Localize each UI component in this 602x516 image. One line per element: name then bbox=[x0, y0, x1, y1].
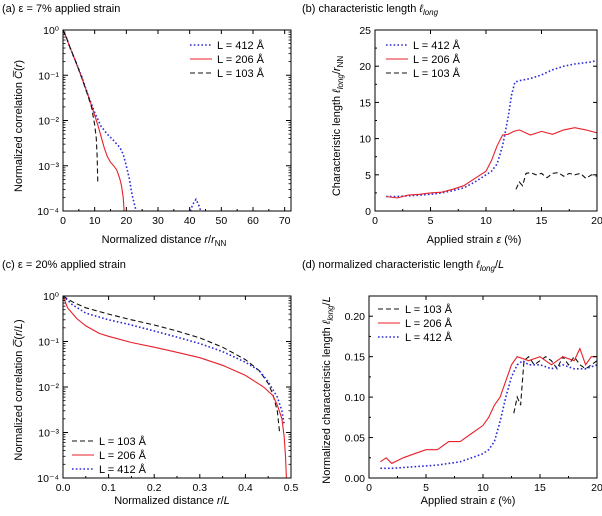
panel-c-series bbox=[63, 295, 287, 478]
panel-d-legend-label: L = 412 Å bbox=[405, 331, 453, 344]
panel-c-line-1 bbox=[63, 295, 287, 478]
panel-a-line-3 bbox=[63, 29, 99, 184]
panel-a-series bbox=[63, 29, 202, 211]
panel-d-line-2 bbox=[380, 359, 597, 470]
panel-d-line-1 bbox=[380, 347, 597, 465]
panel-c-ytick-label: 10⁻¹ bbox=[38, 337, 59, 349]
panel-b-xtick-label: 5 bbox=[428, 215, 434, 227]
panel-b-legend-label: L = 206 Å bbox=[413, 53, 461, 66]
panel-d-ytick-label: 0.20 bbox=[345, 311, 366, 323]
panel-d-xtick-label: 10 bbox=[477, 482, 489, 494]
panel-b-xtick-label: 0 bbox=[372, 215, 378, 227]
panel-d-ytick-label: 0.10 bbox=[345, 392, 366, 404]
panel-c-ytick-label: 10⁻⁴ bbox=[37, 473, 59, 485]
panel-a-ytick-label: 10⁻² bbox=[38, 116, 59, 128]
panel-c-ytick-label: 10⁻² bbox=[38, 382, 59, 394]
panel-a-xlabel: Normalized distance r/rNN bbox=[102, 234, 227, 248]
panel-c-xlabel: Normalized distance r/L bbox=[114, 495, 230, 507]
panel-d-ylabel: Normalized characteristic length ℓlong/L bbox=[321, 296, 335, 483]
panel-c-ytick-label: 10⁰ bbox=[43, 291, 60, 303]
panel-b: (b) characteristic length ℓlong Applied … bbox=[302, 3, 602, 246]
panel-d: (d) normalized characteristic length ℓlo… bbox=[302, 259, 602, 507]
panel-b-ytick-label: 5 bbox=[365, 170, 371, 182]
panel-a: (a) ε = 7% applied strain Normalized dis… bbox=[2, 3, 292, 248]
panel-c-plot: 0.0 0.1 0.2 0.3 0.4 0.5 10⁻⁴ 10⁻³ 10⁻² 10⁻¹ 10⁰ L =… bbox=[37, 291, 298, 494]
panel-d-series bbox=[380, 347, 597, 470]
panel-d-ytick-label: 0.15 bbox=[345, 352, 366, 364]
panel-a-xtick-label: 60 bbox=[247, 215, 259, 227]
panel-d-xtick-label: 20 bbox=[591, 482, 602, 494]
panel-c-line-0 bbox=[63, 295, 281, 433]
panel-a-legend-label: L = 206 Å bbox=[217, 53, 265, 66]
panel-c-ylabel: Normalized correlation C̅(r/L) bbox=[13, 319, 25, 460]
panel-b-xtick-label: 20 bbox=[591, 215, 602, 227]
panel-a-xtick-label: 10 bbox=[89, 215, 101, 227]
panel-b-line-1 bbox=[386, 127, 597, 199]
panel-b-ytick-label: 25 bbox=[359, 25, 371, 37]
panel-d-ytick-label: 0.00 bbox=[345, 473, 366, 485]
panel-a-line-1 bbox=[189, 197, 202, 211]
panel-a-line-2 bbox=[63, 29, 125, 211]
panel-d-legend-label: L = 103 Å bbox=[405, 303, 453, 316]
panel-a-xtick-label: 0 bbox=[60, 215, 66, 227]
panel-c-xtick-label: 0.5 bbox=[284, 482, 299, 494]
panel-d-xtick-label: 15 bbox=[534, 482, 546, 494]
panel-a-ytick-label: 10⁻¹ bbox=[38, 70, 59, 82]
panel-c-legend-label: L = 103 Å bbox=[99, 435, 147, 448]
panel-c-xtick-label: 0.3 bbox=[192, 482, 207, 494]
panel-a-xtick-label: 40 bbox=[184, 215, 196, 227]
panel-c-xtick-label: 0.0 bbox=[56, 482, 71, 494]
panel-b-legend-label: L = 103 Å bbox=[413, 67, 461, 80]
panel-a-ylabel: Normalized correlation C̅(r) bbox=[13, 60, 25, 192]
panel-b-ytick-label: 10 bbox=[359, 134, 371, 146]
panel-b-legend-label: L = 412 Å bbox=[413, 39, 461, 52]
panel-b-series bbox=[386, 59, 597, 199]
panel-c-xtick-label: 0.1 bbox=[101, 482, 116, 494]
panel-d-plot: 0 5 10 15 200.000.050.100.150.20L = 103 ÅL =… bbox=[345, 295, 602, 494]
panel-c-legend-label: L = 206 Å bbox=[99, 449, 147, 462]
panel-c-frame bbox=[62, 295, 292, 479]
panel-a-xtick-label: 70 bbox=[279, 215, 291, 227]
panel-d-xlabel: Applied strain ε (%) bbox=[421, 495, 516, 507]
panel-b-plot: 0 5 10 15 20 0 5 10 15 20 25 L = 412 ÅL = 206 ÅL = … bbox=[359, 25, 602, 227]
panel-a-ytick-label: 10⁰ bbox=[43, 25, 60, 37]
panel-d-xtick-label: 5 bbox=[423, 482, 429, 494]
panel-b-ytick-label: 15 bbox=[359, 97, 371, 109]
panel-b-xlabel: Applied strain ε (%) bbox=[427, 234, 522, 246]
panel-a-title: (a) ε = 7% applied strain bbox=[2, 3, 120, 15]
panel-c-xtick-label: 0.4 bbox=[238, 482, 253, 494]
panel-a-xtick-label: 30 bbox=[152, 215, 164, 227]
panel-d-xtick-label: 0 bbox=[366, 482, 372, 494]
panel-b-title: (b) characteristic length ℓlong bbox=[302, 3, 439, 17]
panel-b-xtick-label: 10 bbox=[480, 215, 492, 227]
panel-b-ylabel: Characteristic length ℓlong/rNN bbox=[331, 56, 345, 197]
panel-c: (c) ε = 20% applied strain Normalized di… bbox=[2, 259, 298, 507]
panel-a-ytick-label: 10⁻⁴ bbox=[37, 206, 59, 218]
panel-a-plot: 0 10 20 30 40 50 60 70 10⁻⁴ 10⁻³ 10⁻² 10⁻¹ 10⁰ L = 41… bbox=[37, 25, 292, 227]
panel-d-title: (d) normalized characteristic length ℓlo… bbox=[302, 259, 504, 273]
panel-d-frame bbox=[368, 295, 598, 479]
panel-a-legend-label: L = 412 Å bbox=[217, 39, 265, 52]
panel-c-legend-label: L = 412 Å bbox=[99, 463, 147, 476]
panel-b-frame bbox=[374, 29, 598, 212]
panel-b-xtick-label: 15 bbox=[536, 215, 548, 227]
panel-c-title: (c) ε = 20% applied strain bbox=[2, 259, 126, 271]
panel-d-ytick-label: 0.05 bbox=[345, 433, 366, 445]
panel-a-xtick-label: 20 bbox=[120, 215, 132, 227]
panel-c-line-2 bbox=[63, 295, 285, 425]
panel-a-legend-label: L = 103 Å bbox=[217, 67, 265, 80]
panel-b-line-2 bbox=[515, 172, 597, 190]
panel-c-xtick-label: 0.2 bbox=[147, 482, 162, 494]
panel-d-legend-label: L = 206 Å bbox=[405, 317, 453, 330]
panel-a-xtick-label: 50 bbox=[215, 215, 227, 227]
panel-a-ytick-label: 10⁻³ bbox=[38, 161, 59, 173]
panel-b-ytick-label: 20 bbox=[359, 61, 371, 73]
panel-b-line-0 bbox=[386, 59, 597, 198]
panel-d-line-0 bbox=[513, 355, 597, 414]
panel-b-ytick-label: 0 bbox=[365, 206, 371, 218]
panel-c-ytick-label: 10⁻³ bbox=[38, 428, 59, 440]
